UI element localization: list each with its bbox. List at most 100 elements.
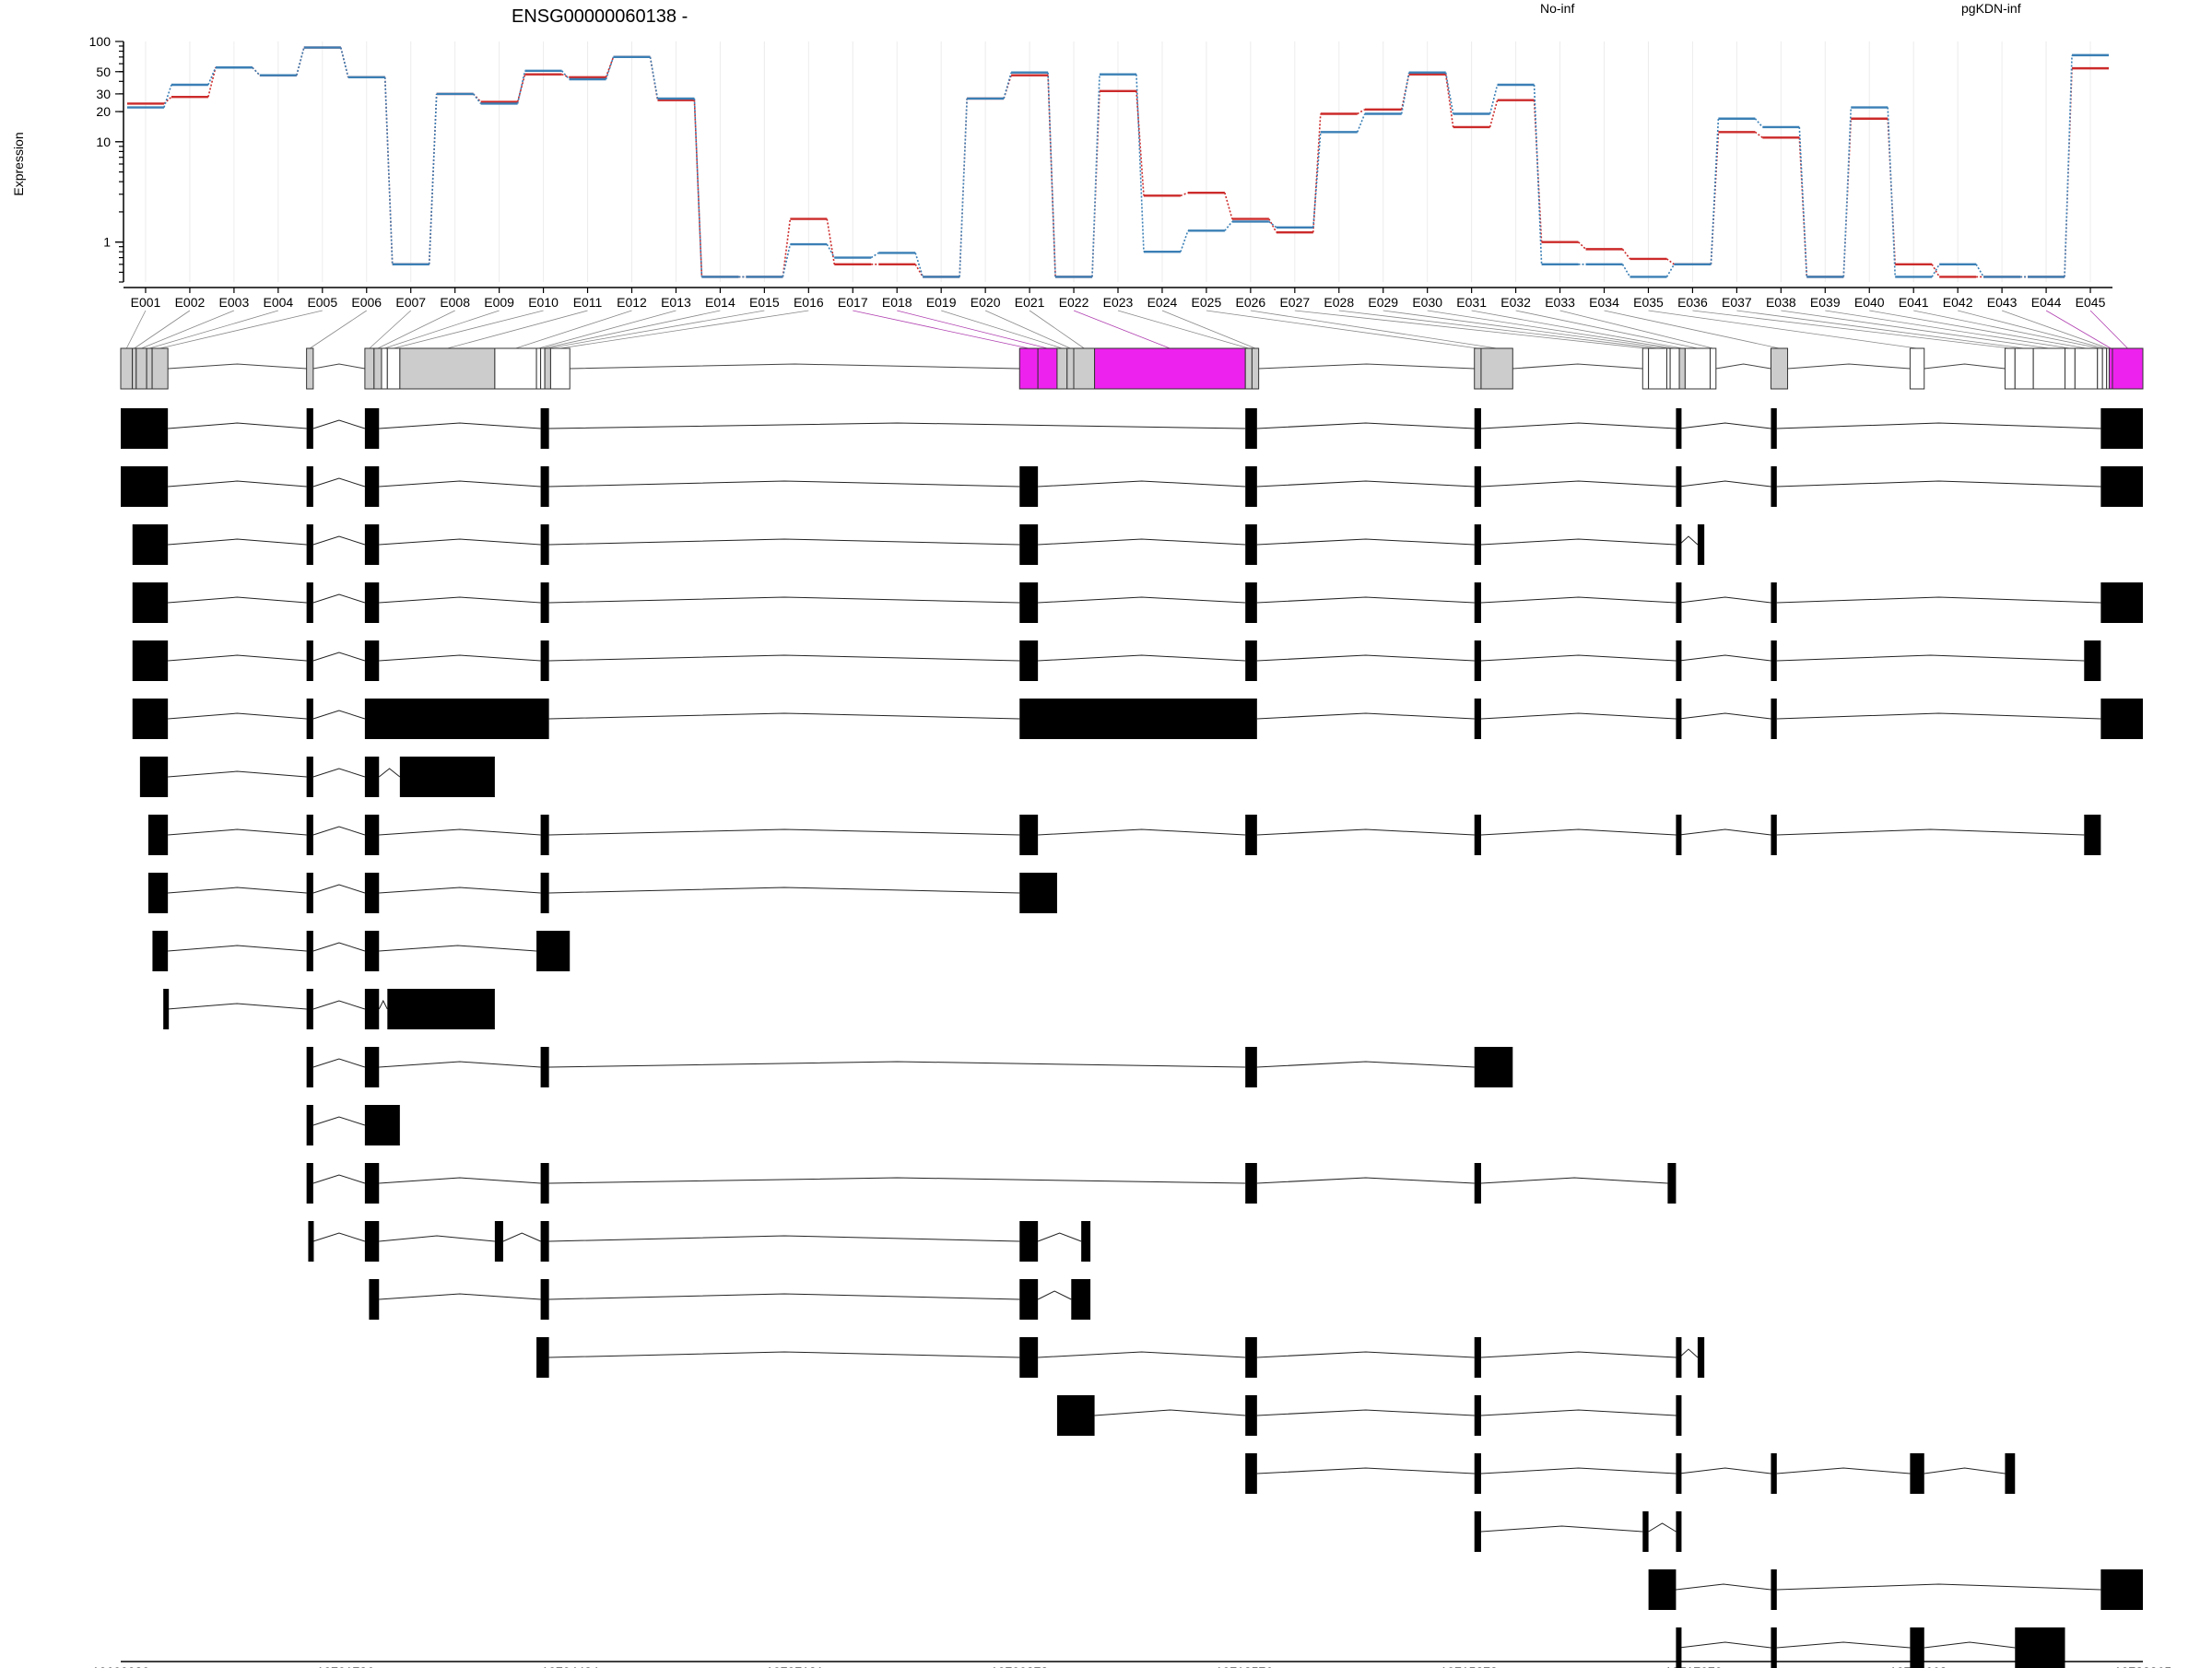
transcript-intron bbox=[168, 654, 307, 662]
y-tick-label: 100 bbox=[89, 34, 112, 49]
x-tick-label: E014 bbox=[705, 295, 735, 310]
transcript-exon bbox=[540, 815, 549, 855]
x-tick-label: E004 bbox=[263, 295, 293, 310]
x-tick-label: E006 bbox=[351, 295, 382, 310]
bin-connector-E014 bbox=[542, 310, 721, 349]
transcript-intron bbox=[1038, 828, 1246, 836]
transcript-exon bbox=[1245, 466, 1257, 507]
series-step bbox=[693, 98, 703, 277]
gene-model-bin bbox=[2097, 347, 2103, 390]
transcript-exon bbox=[1474, 1395, 1481, 1436]
transcript-intron bbox=[1037, 1290, 1072, 1300]
genomic-tick-label: 10707181 bbox=[766, 1664, 824, 1668]
series-step bbox=[782, 218, 792, 277]
x-tick-label: E028 bbox=[1324, 295, 1354, 310]
series-step bbox=[1931, 264, 1940, 277]
transcript-intron bbox=[1038, 480, 1246, 487]
transcript-exon bbox=[1676, 699, 1682, 739]
transcript-intron bbox=[1256, 828, 1475, 836]
series-step bbox=[605, 56, 615, 80]
series-step bbox=[1224, 220, 1233, 231]
gene-model-bin bbox=[1094, 347, 1246, 390]
bin-connector-E040 bbox=[1869, 310, 2087, 349]
gene-model-bin bbox=[306, 347, 314, 390]
gene-model-bin bbox=[381, 347, 388, 390]
genomic-tick-label: 10699089 bbox=[92, 1664, 150, 1668]
transcript-exon bbox=[1245, 1337, 1257, 1378]
transcript-exon bbox=[364, 757, 380, 797]
transcript-intron bbox=[312, 826, 366, 836]
bin-connector-E022 bbox=[1073, 310, 1171, 349]
bin-connector-E005 bbox=[159, 310, 323, 349]
series-step bbox=[782, 243, 792, 277]
transcript-10 bbox=[152, 931, 571, 971]
transcript-exon bbox=[2084, 640, 2101, 681]
transcript-exon bbox=[1081, 1221, 1091, 1262]
y-tick-label: 1 bbox=[103, 235, 111, 250]
transcript-2 bbox=[121, 466, 2143, 507]
transcript-exon bbox=[1245, 1453, 1257, 1494]
gene-model-intron bbox=[1924, 363, 2006, 370]
transcript-intron bbox=[1924, 1467, 2006, 1474]
transcript-exon bbox=[1474, 466, 1481, 507]
transcript-intron bbox=[1256, 654, 1475, 662]
transcript-exon bbox=[1019, 873, 1057, 913]
transcript-intron bbox=[1256, 422, 1475, 429]
transcript-intron bbox=[1776, 1467, 1911, 1474]
transcript-exon bbox=[1771, 699, 1777, 739]
x-tick-label: E012 bbox=[617, 295, 647, 310]
transcript-exon bbox=[306, 1163, 313, 1204]
transcript-intron bbox=[1678, 1467, 1771, 1474]
transcript-intron bbox=[168, 945, 307, 952]
transcript-intron bbox=[379, 1235, 495, 1242]
gene-model-intron bbox=[168, 363, 307, 370]
bin-connector-E011 bbox=[447, 310, 588, 349]
transcript-intron bbox=[1480, 480, 1677, 487]
transcript-exon bbox=[364, 1163, 380, 1204]
x-tick-label: E035 bbox=[1633, 295, 1664, 310]
genomic-tick-label: 10717970 bbox=[1665, 1664, 1723, 1668]
transcript-intron bbox=[312, 1000, 366, 1010]
bin-connector-E030 bbox=[1427, 310, 1676, 349]
x-tick-label: E045 bbox=[2076, 295, 2106, 310]
series-step bbox=[252, 66, 261, 76]
transcript-intron bbox=[379, 480, 541, 487]
series-step bbox=[1621, 264, 1631, 277]
gene-model-bin bbox=[1684, 347, 1711, 390]
x-tick-label: E032 bbox=[1500, 295, 1531, 310]
transcript-exon bbox=[139, 757, 169, 797]
transcript-intron bbox=[548, 480, 1020, 487]
series-step bbox=[1135, 74, 1145, 253]
series-step bbox=[1931, 264, 1940, 277]
transcript-intron bbox=[1038, 654, 1246, 662]
gene-model-bin bbox=[540, 347, 546, 390]
bin-connector-E015 bbox=[547, 310, 765, 349]
transcript-intron bbox=[167, 1003, 307, 1010]
transcript-intron bbox=[548, 828, 1020, 836]
bin-connector-E029 bbox=[1382, 310, 1669, 349]
transcript-exon bbox=[540, 408, 549, 449]
transcript-exon bbox=[364, 931, 380, 971]
x-tick-label: E025 bbox=[1192, 295, 1222, 310]
gene-model-bin bbox=[151, 347, 169, 390]
series-lines bbox=[127, 46, 2109, 278]
transcript-exon bbox=[1245, 640, 1257, 681]
series-step bbox=[383, 76, 394, 264]
gene-model-bin bbox=[535, 347, 542, 390]
series-step bbox=[1444, 72, 1454, 114]
transcript-exon bbox=[1474, 524, 1481, 565]
transcript-intron bbox=[1924, 1641, 2016, 1649]
gene-model-bin bbox=[2101, 347, 2108, 390]
x-tick-label: E042 bbox=[1943, 295, 1973, 310]
transcript-exon bbox=[1245, 582, 1257, 623]
series-step bbox=[207, 67, 217, 98]
series-step bbox=[1180, 230, 1189, 253]
y-tick-label: 20 bbox=[96, 104, 111, 119]
transcript-exon bbox=[364, 1105, 400, 1145]
transcript-exon bbox=[1676, 815, 1682, 855]
transcript-1 bbox=[121, 408, 2143, 449]
x-tick-label: E031 bbox=[1456, 295, 1487, 310]
transcript-12 bbox=[306, 1047, 1513, 1087]
transcript-exon bbox=[1771, 1569, 1777, 1610]
gene-model-bin bbox=[135, 347, 147, 390]
